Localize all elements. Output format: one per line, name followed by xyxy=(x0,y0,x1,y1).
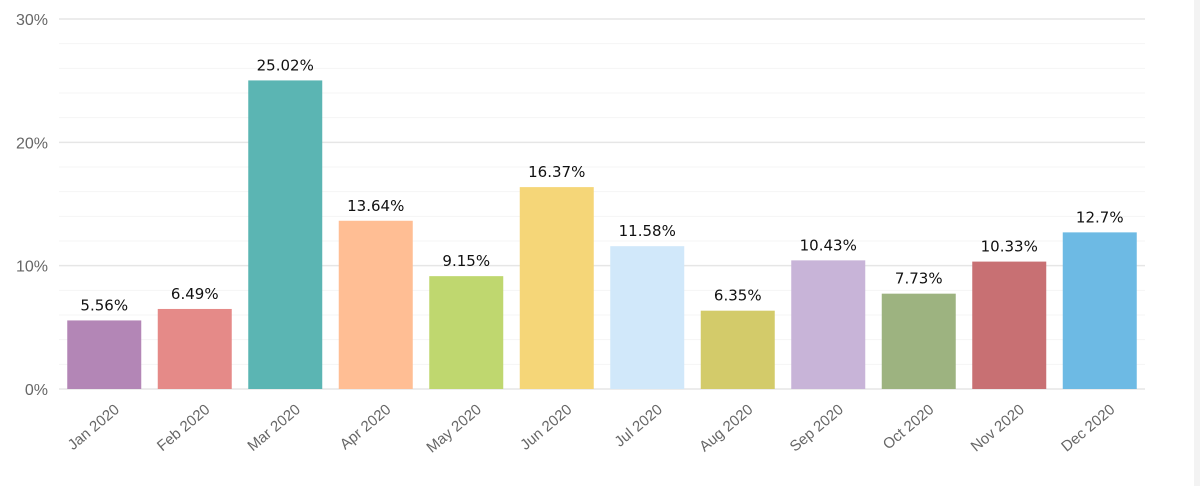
data-label: 25.02% xyxy=(257,56,314,74)
x-axis: Jan 2020 Feb 2020 Mar 2020 Apr 2020 May 2020… xyxy=(65,401,1119,456)
x-tick-label: Nov 2020 xyxy=(968,401,1028,455)
data-label: 9.15% xyxy=(442,252,490,270)
bars xyxy=(67,80,1137,390)
bar xyxy=(429,276,504,389)
x-tick-label: Oct 2020 xyxy=(880,401,938,453)
x-tick-label: Dec 2020 xyxy=(1058,401,1118,455)
data-labels: 5.56% 6.49% 25.02% 13.64% 9.15% 16.37% 11.58% 6… xyxy=(80,56,1123,314)
x-tick-label: Jul 2020 xyxy=(611,401,665,450)
bar xyxy=(700,310,775,389)
data-label: 10.33% xyxy=(981,238,1038,256)
data-label: 12.7% xyxy=(1076,208,1124,226)
y-tick-label: 10% xyxy=(16,259,48,276)
y-tick-label: 0% xyxy=(25,382,48,399)
bar xyxy=(972,261,1047,389)
bar xyxy=(791,260,866,389)
y-tick-label: 30% xyxy=(16,12,48,29)
bar xyxy=(67,320,142,389)
bar xyxy=(881,293,956,389)
bar xyxy=(248,80,323,390)
x-tick-label: Jan 2020 xyxy=(65,401,123,454)
data-label: 10.43% xyxy=(800,236,857,254)
x-tick-label: Mar 2020 xyxy=(244,401,303,455)
gridlines xyxy=(59,18,1145,390)
bar xyxy=(519,187,594,389)
data-label: 5.56% xyxy=(80,296,128,314)
x-tick-label: Sep 2020 xyxy=(787,401,847,455)
y-tick-label: 20% xyxy=(16,135,48,152)
y-axis: 0% 10% 20% 30% xyxy=(16,12,48,399)
data-label: 11.58% xyxy=(619,222,676,240)
panel-edge xyxy=(1194,0,1200,486)
x-tick-label: Aug 2020 xyxy=(696,401,756,455)
data-label: 7.73% xyxy=(895,270,943,288)
data-label: 6.49% xyxy=(171,285,219,303)
bar xyxy=(338,220,413,389)
bar xyxy=(157,308,232,389)
x-tick-label: Apr 2020 xyxy=(337,401,395,453)
x-tick-label: May 2020 xyxy=(423,401,484,456)
data-label: 6.35% xyxy=(714,287,762,305)
bar xyxy=(610,246,685,389)
data-label: 13.64% xyxy=(347,197,404,215)
bar xyxy=(1062,232,1137,389)
x-tick-label: Jun 2020 xyxy=(517,401,575,454)
data-label: 16.37% xyxy=(528,163,585,181)
x-tick-label: Feb 2020 xyxy=(154,401,213,455)
